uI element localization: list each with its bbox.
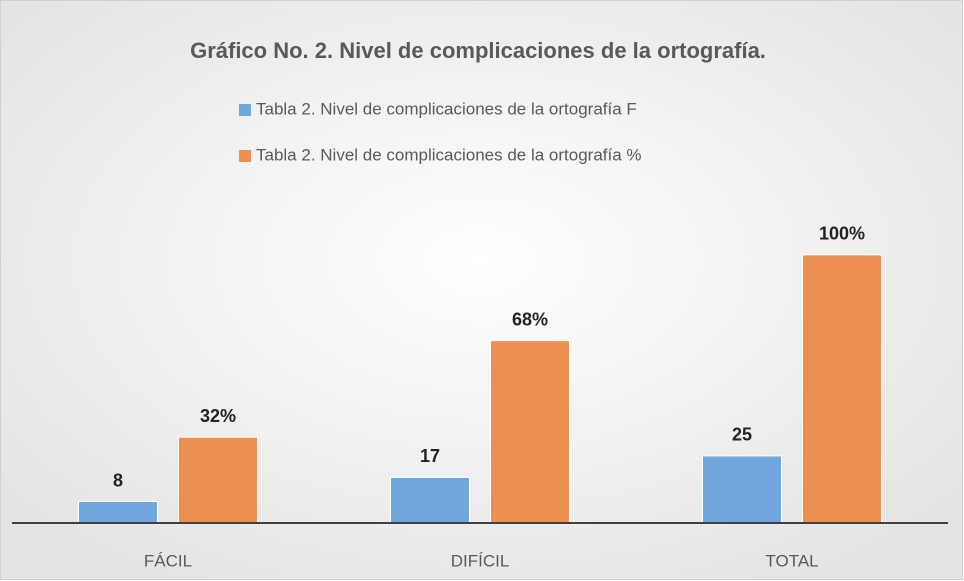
- bar: [802, 254, 882, 524]
- chart-title: Gráfico No. 2. Nivel de complicaciones d…: [190, 38, 766, 63]
- bar: [178, 436, 258, 524]
- data-label: 25: [732, 425, 752, 445]
- legend-label: Tabla 2. Nivel de complicaciones de la o…: [256, 99, 637, 118]
- legend-swatch: [239, 104, 251, 116]
- bar: [490, 340, 570, 524]
- data-label: 100%: [819, 224, 865, 244]
- bar: [702, 455, 782, 524]
- x-tick-label: DIFÍCIL: [451, 551, 510, 570]
- x-tick-label: TOTAL: [765, 551, 818, 570]
- data-label: 8: [113, 470, 123, 490]
- legend-label: Tabla 2. Nivel de complicaciones de la o…: [256, 145, 642, 164]
- bar: [78, 501, 158, 524]
- data-label: 17: [420, 446, 440, 466]
- data-label: 68%: [512, 309, 548, 329]
- bar: [390, 476, 470, 524]
- x-tick-label: FÁCIL: [144, 551, 192, 570]
- data-label: 32%: [200, 406, 236, 426]
- legend-swatch: [239, 150, 251, 162]
